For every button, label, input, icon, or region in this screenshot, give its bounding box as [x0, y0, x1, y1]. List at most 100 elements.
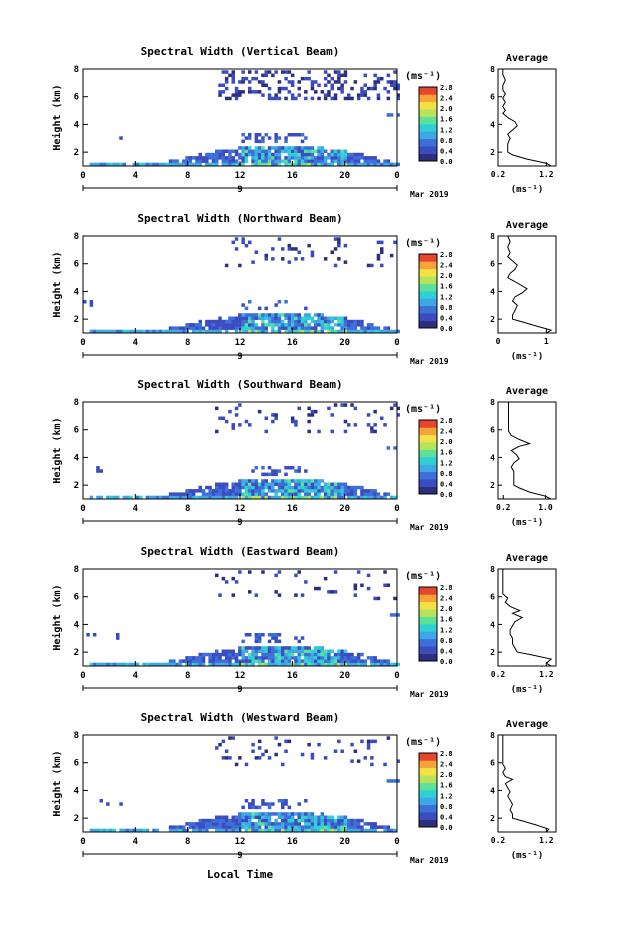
heatmap-cell	[241, 76, 245, 81]
heatmap-cell	[248, 812, 252, 816]
heatmap-cell	[129, 329, 133, 334]
heatmap-cell	[162, 162, 166, 167]
y-tick-label: 8	[74, 398, 79, 408]
heatmap-cell	[290, 323, 295, 327]
heatmap-cell	[320, 162, 325, 167]
heatmap-cell	[248, 659, 252, 663]
heatmap-cell	[208, 485, 212, 490]
heatmap-cell	[277, 86, 282, 91]
heatmap-cell	[304, 489, 308, 493]
heatmap-cell	[119, 802, 123, 806]
heatmap-cell	[281, 656, 285, 660]
heatmap-cell	[333, 237, 338, 241]
heatmap-cell	[343, 260, 348, 264]
heatmap-cell	[92, 662, 97, 667]
heatmap-cell	[300, 76, 305, 81]
heatmap-cell	[320, 323, 325, 327]
heatmap-cell	[254, 313, 259, 317]
heatmap-cell	[297, 489, 301, 493]
heatmap-cell	[297, 485, 301, 490]
heatmap-cell	[343, 815, 348, 819]
heatmap-cell	[360, 93, 364, 97]
heatmap-cell	[274, 156, 278, 160]
heatmap-cell	[314, 495, 318, 500]
heatmap-cell	[264, 662, 268, 667]
heatmap-cell	[363, 659, 367, 663]
heatmap-cell	[389, 80, 394, 84]
heatmap-cell	[284, 96, 288, 101]
average-x-tick-label: 1.2	[539, 836, 554, 845]
heatmap-cell	[284, 159, 288, 163]
heatmap-cell	[182, 492, 186, 496]
heatmap-cell	[139, 162, 143, 167]
heatmap-cell	[327, 659, 331, 663]
heatmap-cell	[201, 828, 206, 833]
heatmap-cell	[314, 162, 318, 167]
heatmap-cell	[333, 495, 338, 500]
average-profile-line	[507, 235, 553, 334]
heatmap-cell	[294, 593, 298, 597]
heatmap-cell	[271, 472, 275, 477]
heatmap-cell	[294, 162, 298, 167]
heatmap-cell	[168, 825, 173, 829]
heatmap-cell	[340, 319, 344, 324]
heatmap-cell	[185, 659, 189, 663]
colorbar-swatch	[419, 94, 437, 103]
y-tick-label: 4	[74, 287, 80, 297]
heatmap-cell	[271, 329, 275, 334]
heatmap-cell	[228, 73, 232, 78]
heatmap-cell	[366, 822, 371, 826]
heatmap-cell	[261, 139, 265, 144]
heatmap-cell	[307, 159, 311, 163]
heatmap-cell	[340, 822, 344, 826]
heatmap-cell	[201, 825, 206, 829]
heatmap-cell	[234, 822, 239, 826]
heatmap-cell	[271, 326, 275, 330]
colorbar-swatch	[419, 653, 437, 662]
heatmap-cell	[254, 485, 259, 490]
heatmap-cell	[116, 495, 120, 500]
heatmap-cell	[277, 822, 282, 826]
heatmap-cell	[373, 409, 377, 414]
heatmap-cell	[244, 828, 249, 833]
heatmap-cell	[142, 162, 146, 167]
heatmap-cell	[257, 152, 262, 157]
day-label: 9	[237, 518, 242, 528]
heatmap-cell	[310, 649, 315, 653]
heatmap-cell	[277, 570, 282, 574]
heatmap-cell	[248, 326, 252, 330]
heatmap-cell	[304, 469, 308, 473]
heatmap-cell	[238, 482, 242, 486]
chart-title: Spectral Width (Westward Beam)	[141, 711, 340, 724]
heatmap-cell	[221, 495, 226, 500]
colorbar-swatch	[419, 320, 437, 329]
heatmap-cell	[224, 76, 229, 81]
heatmap-cell	[327, 822, 331, 826]
heatmap-cell	[155, 662, 160, 667]
heatmap-cell	[195, 162, 199, 167]
heatmap-cell	[360, 495, 364, 500]
heatmap-cell	[317, 659, 321, 663]
heatmap-cell	[281, 652, 285, 657]
heatmap-cell	[132, 162, 136, 167]
heatmap-cell	[383, 583, 387, 587]
heatmap-cell	[198, 329, 202, 334]
heatmap-cell	[340, 482, 344, 486]
x-tick-label: 16	[287, 837, 298, 847]
heatmap-cell	[116, 636, 120, 640]
heatmap-cell	[373, 156, 377, 160]
heatmap-cell	[152, 828, 156, 833]
heatmap-cell	[330, 326, 334, 330]
heatmap-cell	[366, 746, 371, 750]
x-tick-label: 4	[133, 504, 139, 514]
heatmap-cell	[274, 469, 278, 473]
heatmap-cell	[323, 822, 328, 826]
colorbar-swatch	[419, 261, 437, 270]
heatmap-cell	[347, 656, 351, 660]
heatmap-cell	[198, 152, 202, 157]
heatmap-cell	[274, 656, 278, 660]
heatmap-cell	[310, 156, 315, 160]
heatmap-cell	[393, 828, 397, 833]
heatmap-cell	[234, 90, 239, 94]
heatmap-cell	[363, 162, 367, 167]
